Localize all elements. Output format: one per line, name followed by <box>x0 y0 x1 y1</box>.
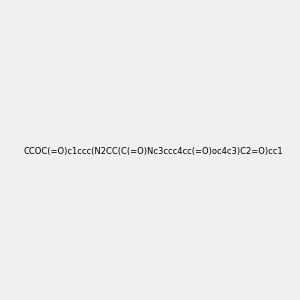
Text: CCOC(=O)c1ccc(N2CC(C(=O)Nc3ccc4cc(=O)oc4c3)C2=O)cc1: CCOC(=O)c1ccc(N2CC(C(=O)Nc3ccc4cc(=O)oc4… <box>24 147 284 156</box>
